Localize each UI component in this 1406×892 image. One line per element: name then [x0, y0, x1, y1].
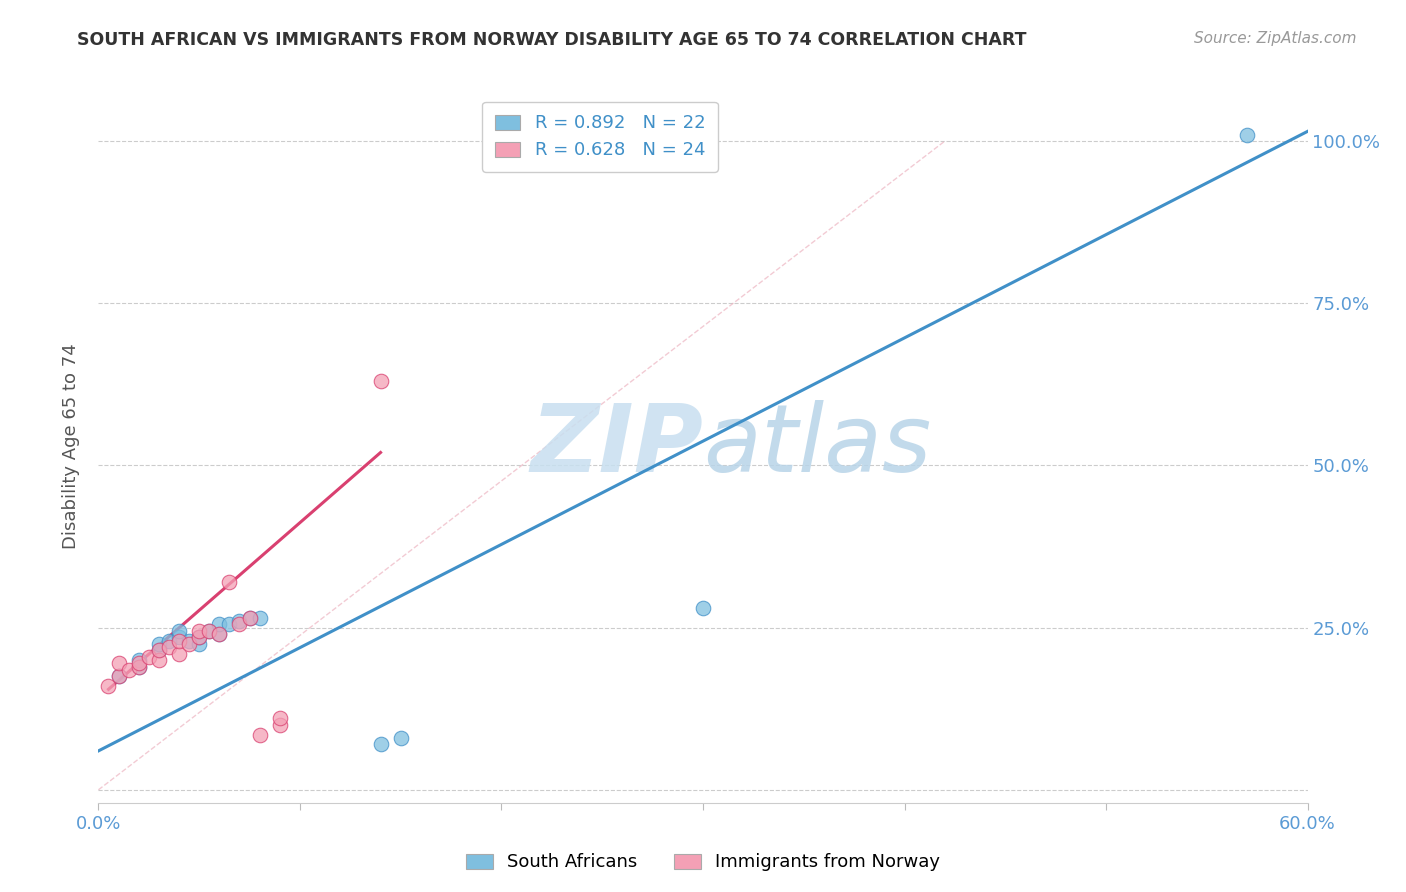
Point [208, 617, 231, 632]
Point [148, 643, 170, 657]
Point [97, 679, 120, 693]
Point [249, 611, 271, 625]
Point [179, 637, 201, 651]
Legend: South Africans, Immigrants from Norway: South Africans, Immigrants from Norway [458, 847, 948, 879]
Point [389, 731, 412, 745]
Point [128, 659, 150, 673]
Point [157, 633, 180, 648]
Point [157, 640, 180, 654]
Point [128, 657, 150, 671]
Point [179, 633, 201, 648]
Legend: R = 0.892   N = 22, R = 0.628   N = 24: R = 0.892 N = 22, R = 0.628 N = 24 [482, 102, 718, 172]
Text: Source: ZipAtlas.com: Source: ZipAtlas.com [1194, 31, 1357, 46]
Point [269, 718, 291, 732]
Point [228, 614, 250, 628]
Point [208, 627, 231, 641]
Point [370, 738, 392, 752]
Text: atlas: atlas [703, 401, 931, 491]
Point [370, 374, 392, 388]
Point [188, 631, 211, 645]
Point [188, 631, 211, 645]
Point [128, 659, 150, 673]
Point [167, 624, 190, 638]
Point [249, 728, 271, 742]
Point [208, 627, 231, 641]
Point [188, 624, 211, 638]
Point [107, 669, 129, 683]
Point [118, 663, 141, 677]
Point [148, 637, 170, 651]
Point [198, 624, 221, 638]
Point [218, 617, 240, 632]
Point [692, 601, 714, 615]
Point [239, 611, 262, 625]
Point [269, 711, 291, 725]
Point [188, 637, 211, 651]
Text: SOUTH AFRICAN VS IMMIGRANTS FROM NORWAY DISABILITY AGE 65 TO 74 CORRELATION CHAR: SOUTH AFRICAN VS IMMIGRANTS FROM NORWAY … [77, 31, 1026, 49]
Point [1236, 128, 1258, 142]
Text: ZIP: ZIP [530, 400, 703, 492]
Point [107, 657, 129, 671]
Y-axis label: Disability Age 65 to 74: Disability Age 65 to 74 [62, 343, 80, 549]
Point [148, 643, 170, 657]
Point [148, 653, 170, 667]
Point [128, 653, 150, 667]
Point [107, 669, 129, 683]
Point [167, 631, 190, 645]
Point [239, 611, 262, 625]
Point [198, 624, 221, 638]
Point [218, 575, 240, 590]
Point [167, 633, 190, 648]
Point [138, 649, 160, 664]
Point [228, 617, 250, 632]
Point [167, 647, 190, 661]
